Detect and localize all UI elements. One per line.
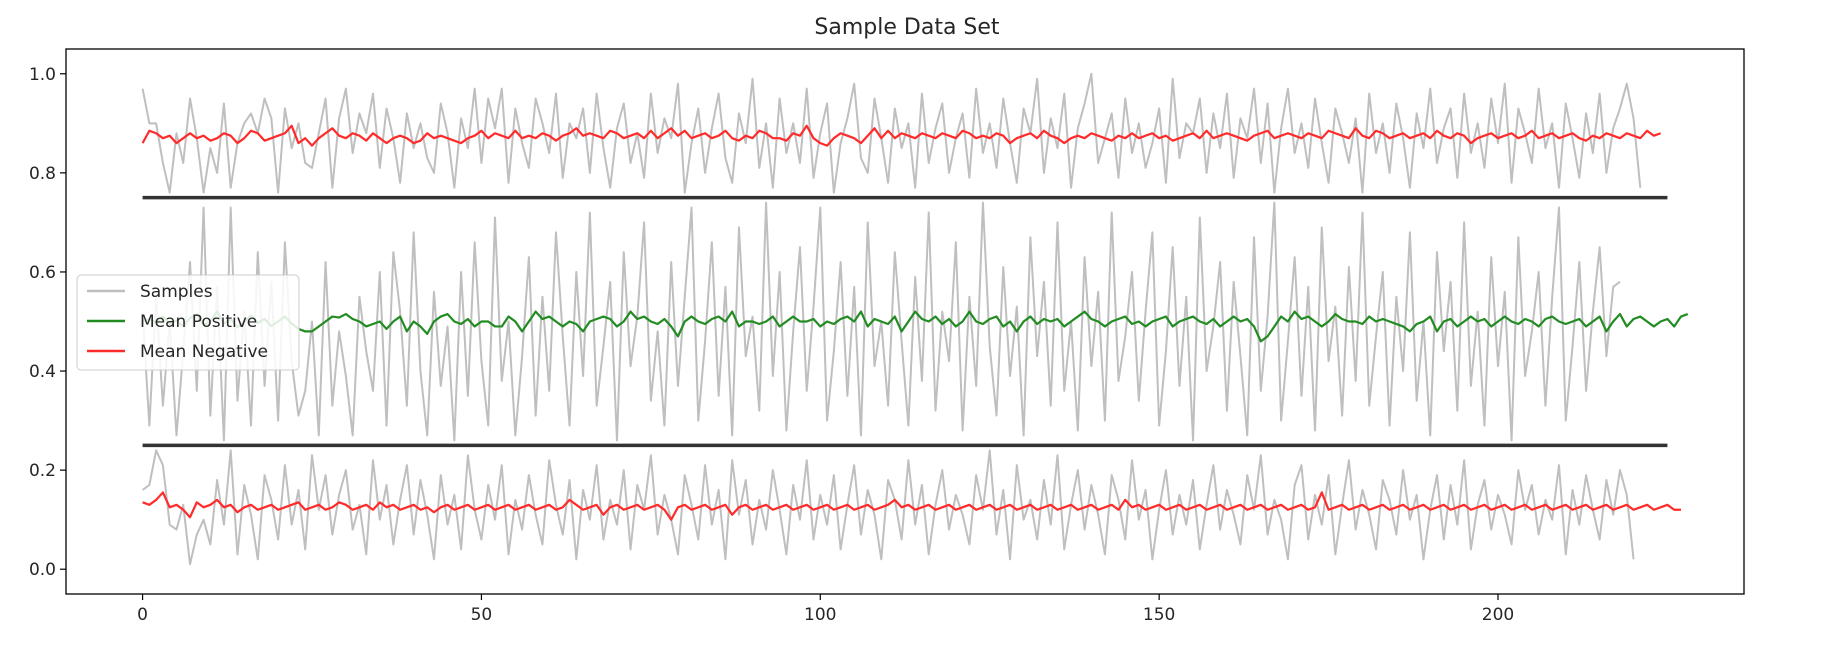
legend-label-mean-negative: Mean Negative [140, 342, 268, 362]
samples-line-2 [141, 449, 1635, 566]
chart-title: Sample Data Set [814, 15, 1000, 40]
legend-box [76, 274, 300, 371]
mean-series [141, 124, 1689, 521]
x-tick-label: 50 [471, 605, 493, 625]
legend-label-mean-positive: Mean Positive [140, 312, 257, 332]
x-tick-label: 100 [804, 605, 836, 625]
y-tick-label: 0.0 [29, 560, 56, 580]
y-tick-label: 1.0 [29, 65, 56, 85]
legend-label-samples: Samples [140, 282, 213, 302]
y-tick-label: 0.6 [29, 263, 56, 283]
legend: Samples Mean Positive Mean Negative [76, 274, 300, 371]
threshold-lines [142, 195, 1668, 448]
y-tick-label: 0.8 [29, 164, 56, 184]
mean-positive-line [142, 310, 1689, 343]
x-tick-label: 150 [1143, 605, 1175, 625]
x-tick-label: 200 [1482, 605, 1514, 625]
samples-line-0 [141, 72, 1642, 194]
axes-frame [65, 48, 1745, 595]
mean-negative-line-1 [142, 491, 1681, 521]
y-tick-label: 0.4 [29, 362, 56, 382]
mean-negative-line-0 [141, 124, 1662, 147]
y-axis: 0.0 0.2 0.4 0.6 0.8 1.0 [29, 65, 66, 580]
x-tick-label: 0 [137, 605, 148, 625]
y-tick-label: 0.2 [29, 461, 56, 481]
x-axis: 0 50 100 150 200 [137, 594, 1514, 625]
